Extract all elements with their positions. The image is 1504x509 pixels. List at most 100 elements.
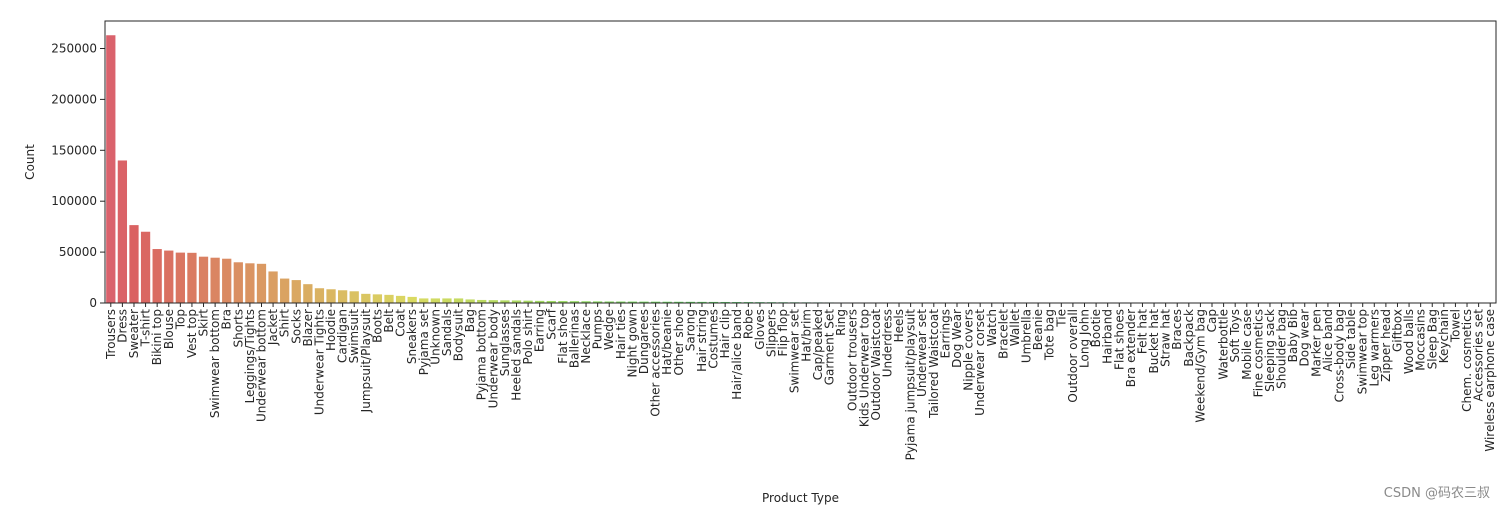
x-tick-label: Dog wear — [1298, 309, 1312, 367]
y-tick-label: 250000 — [51, 41, 97, 55]
x-tick-label: Sunglasses — [498, 309, 512, 376]
bar — [245, 263, 255, 303]
x-tick-label: Sleeping sack — [1263, 309, 1277, 392]
bar — [326, 289, 336, 303]
x-tick-label: Alice band — [1321, 309, 1335, 372]
bar — [256, 263, 267, 303]
x-tick-label: Jumpsuit/Playsuit — [359, 309, 373, 414]
x-tick-label: Hat/brim — [799, 309, 813, 362]
bar — [535, 300, 545, 303]
x-tick-label: Shoulder bag — [1275, 309, 1289, 389]
bar — [488, 300, 498, 303]
x-tick-label: Heels — [892, 309, 906, 342]
bar — [581, 301, 591, 303]
x-tick-label: Blouse — [162, 309, 176, 349]
x-tick-label: Costumes — [707, 309, 721, 369]
bar — [511, 300, 522, 303]
bar — [720, 301, 730, 303]
x-tick-label: Baby Bib — [1286, 309, 1300, 362]
x-tick-label: Towel — [1448, 309, 1462, 343]
x-tick-label: Blazer — [301, 309, 315, 347]
x-tick-label: Shorts — [231, 309, 245, 347]
bar — [558, 301, 568, 303]
x-tick-label: Top — [173, 309, 187, 330]
x-tick-label: Hat/beanie — [660, 309, 674, 375]
bar — [697, 301, 707, 303]
x-tick-label: Waterbottle — [1217, 309, 1231, 380]
x-tick-label: Hair ties — [614, 309, 628, 359]
x-tick-label: Dress — [115, 309, 129, 343]
x-tick-label: Pumps — [591, 309, 605, 349]
bar — [349, 291, 359, 303]
bar — [500, 300, 510, 303]
bar — [198, 256, 209, 303]
x-tick-label: Earrings — [938, 309, 952, 358]
bar — [639, 301, 649, 303]
x-tick-label: Bikini top — [150, 309, 164, 365]
x-tick-label: Outdoor trousers — [846, 309, 860, 411]
x-tick-label: Weekend/Gym bag — [1193, 309, 1207, 423]
bar — [280, 278, 290, 303]
x-tick-label: Bracelet — [996, 309, 1010, 359]
y-tick-label: 200000 — [51, 92, 97, 106]
x-tick-label: Bootie — [1089, 309, 1103, 347]
bar — [164, 250, 174, 303]
bar — [407, 296, 417, 303]
x-tick-label: Coat — [394, 309, 408, 337]
x-tick-label: Dungarees — [637, 309, 651, 374]
bar — [604, 301, 614, 303]
x-tick-label: Felt hat — [1135, 309, 1149, 354]
x-tick-label: Tote bag — [1043, 309, 1057, 361]
x-tick-label: Chem. cosmetics — [1460, 309, 1474, 412]
bar — [593, 301, 603, 303]
y-axis-ticks: 0 50000 100000 150000 200000 250000 — [51, 41, 105, 310]
x-tick-label: Vest top — [185, 309, 199, 358]
x-tick-label: Wireless earphone case — [1483, 309, 1497, 452]
x-tick-label: Swimwear set — [788, 309, 802, 393]
x-tick-label: Long John — [1078, 309, 1092, 368]
x-tick-label: Cardigan — [336, 309, 350, 363]
bar — [372, 294, 383, 303]
y-tick-label: 50000 — [59, 245, 97, 259]
x-tick-label: Hair/alice band — [730, 309, 744, 400]
x-tick-label: Tailored Waistcoat — [927, 309, 941, 419]
x-tick-label: Flip flop — [776, 309, 790, 357]
x-tick-label: Other accessories — [649, 309, 663, 417]
x-tick-label: Kids Underwear top — [857, 309, 871, 427]
bar — [616, 301, 626, 303]
bar — [361, 293, 371, 303]
x-tick-label: Hair string — [695, 309, 709, 372]
x-tick-label: Heeled sandals — [510, 309, 524, 401]
bar — [662, 301, 672, 303]
x-tick-label: Hairband — [1101, 309, 1115, 364]
bar — [384, 294, 394, 303]
bar — [314, 288, 325, 303]
x-tick-label: Underwear Tights — [312, 309, 326, 415]
bar — [627, 301, 638, 303]
bar — [291, 280, 301, 303]
x-tick-label: Other shoe — [672, 309, 686, 375]
x-axis-label: Product Type — [762, 491, 839, 505]
x-tick-label: Braces — [1170, 309, 1184, 350]
x-tick-label: Belt — [382, 309, 396, 333]
x-tick-label: Garment Set — [822, 309, 836, 386]
x-tick-label: Jacket — [266, 309, 280, 346]
x-tick-label: Underwear set — [915, 309, 929, 397]
bar — [175, 252, 185, 303]
y-axis-label: Count — [23, 144, 37, 180]
x-tick-label: Pyjama bottom — [475, 309, 489, 400]
x-tick-label: Umbrella — [1020, 309, 1034, 363]
x-tick-label: Unknown — [428, 309, 442, 365]
x-tick-label: Hoodie — [324, 309, 338, 351]
x-tick-label: Wedge — [602, 309, 616, 350]
x-tick-label: Outdoor overall — [1066, 309, 1080, 403]
x-tick-label: T-shirt — [139, 309, 153, 348]
bar — [152, 249, 162, 303]
bar — [477, 299, 487, 303]
bar — [442, 298, 452, 303]
bar — [140, 231, 151, 303]
x-tick-label: Giftbox — [1390, 309, 1404, 352]
x-tick-label: Sandals — [440, 309, 454, 356]
x-tick-label: Outdoor Waistcoat — [869, 309, 883, 421]
